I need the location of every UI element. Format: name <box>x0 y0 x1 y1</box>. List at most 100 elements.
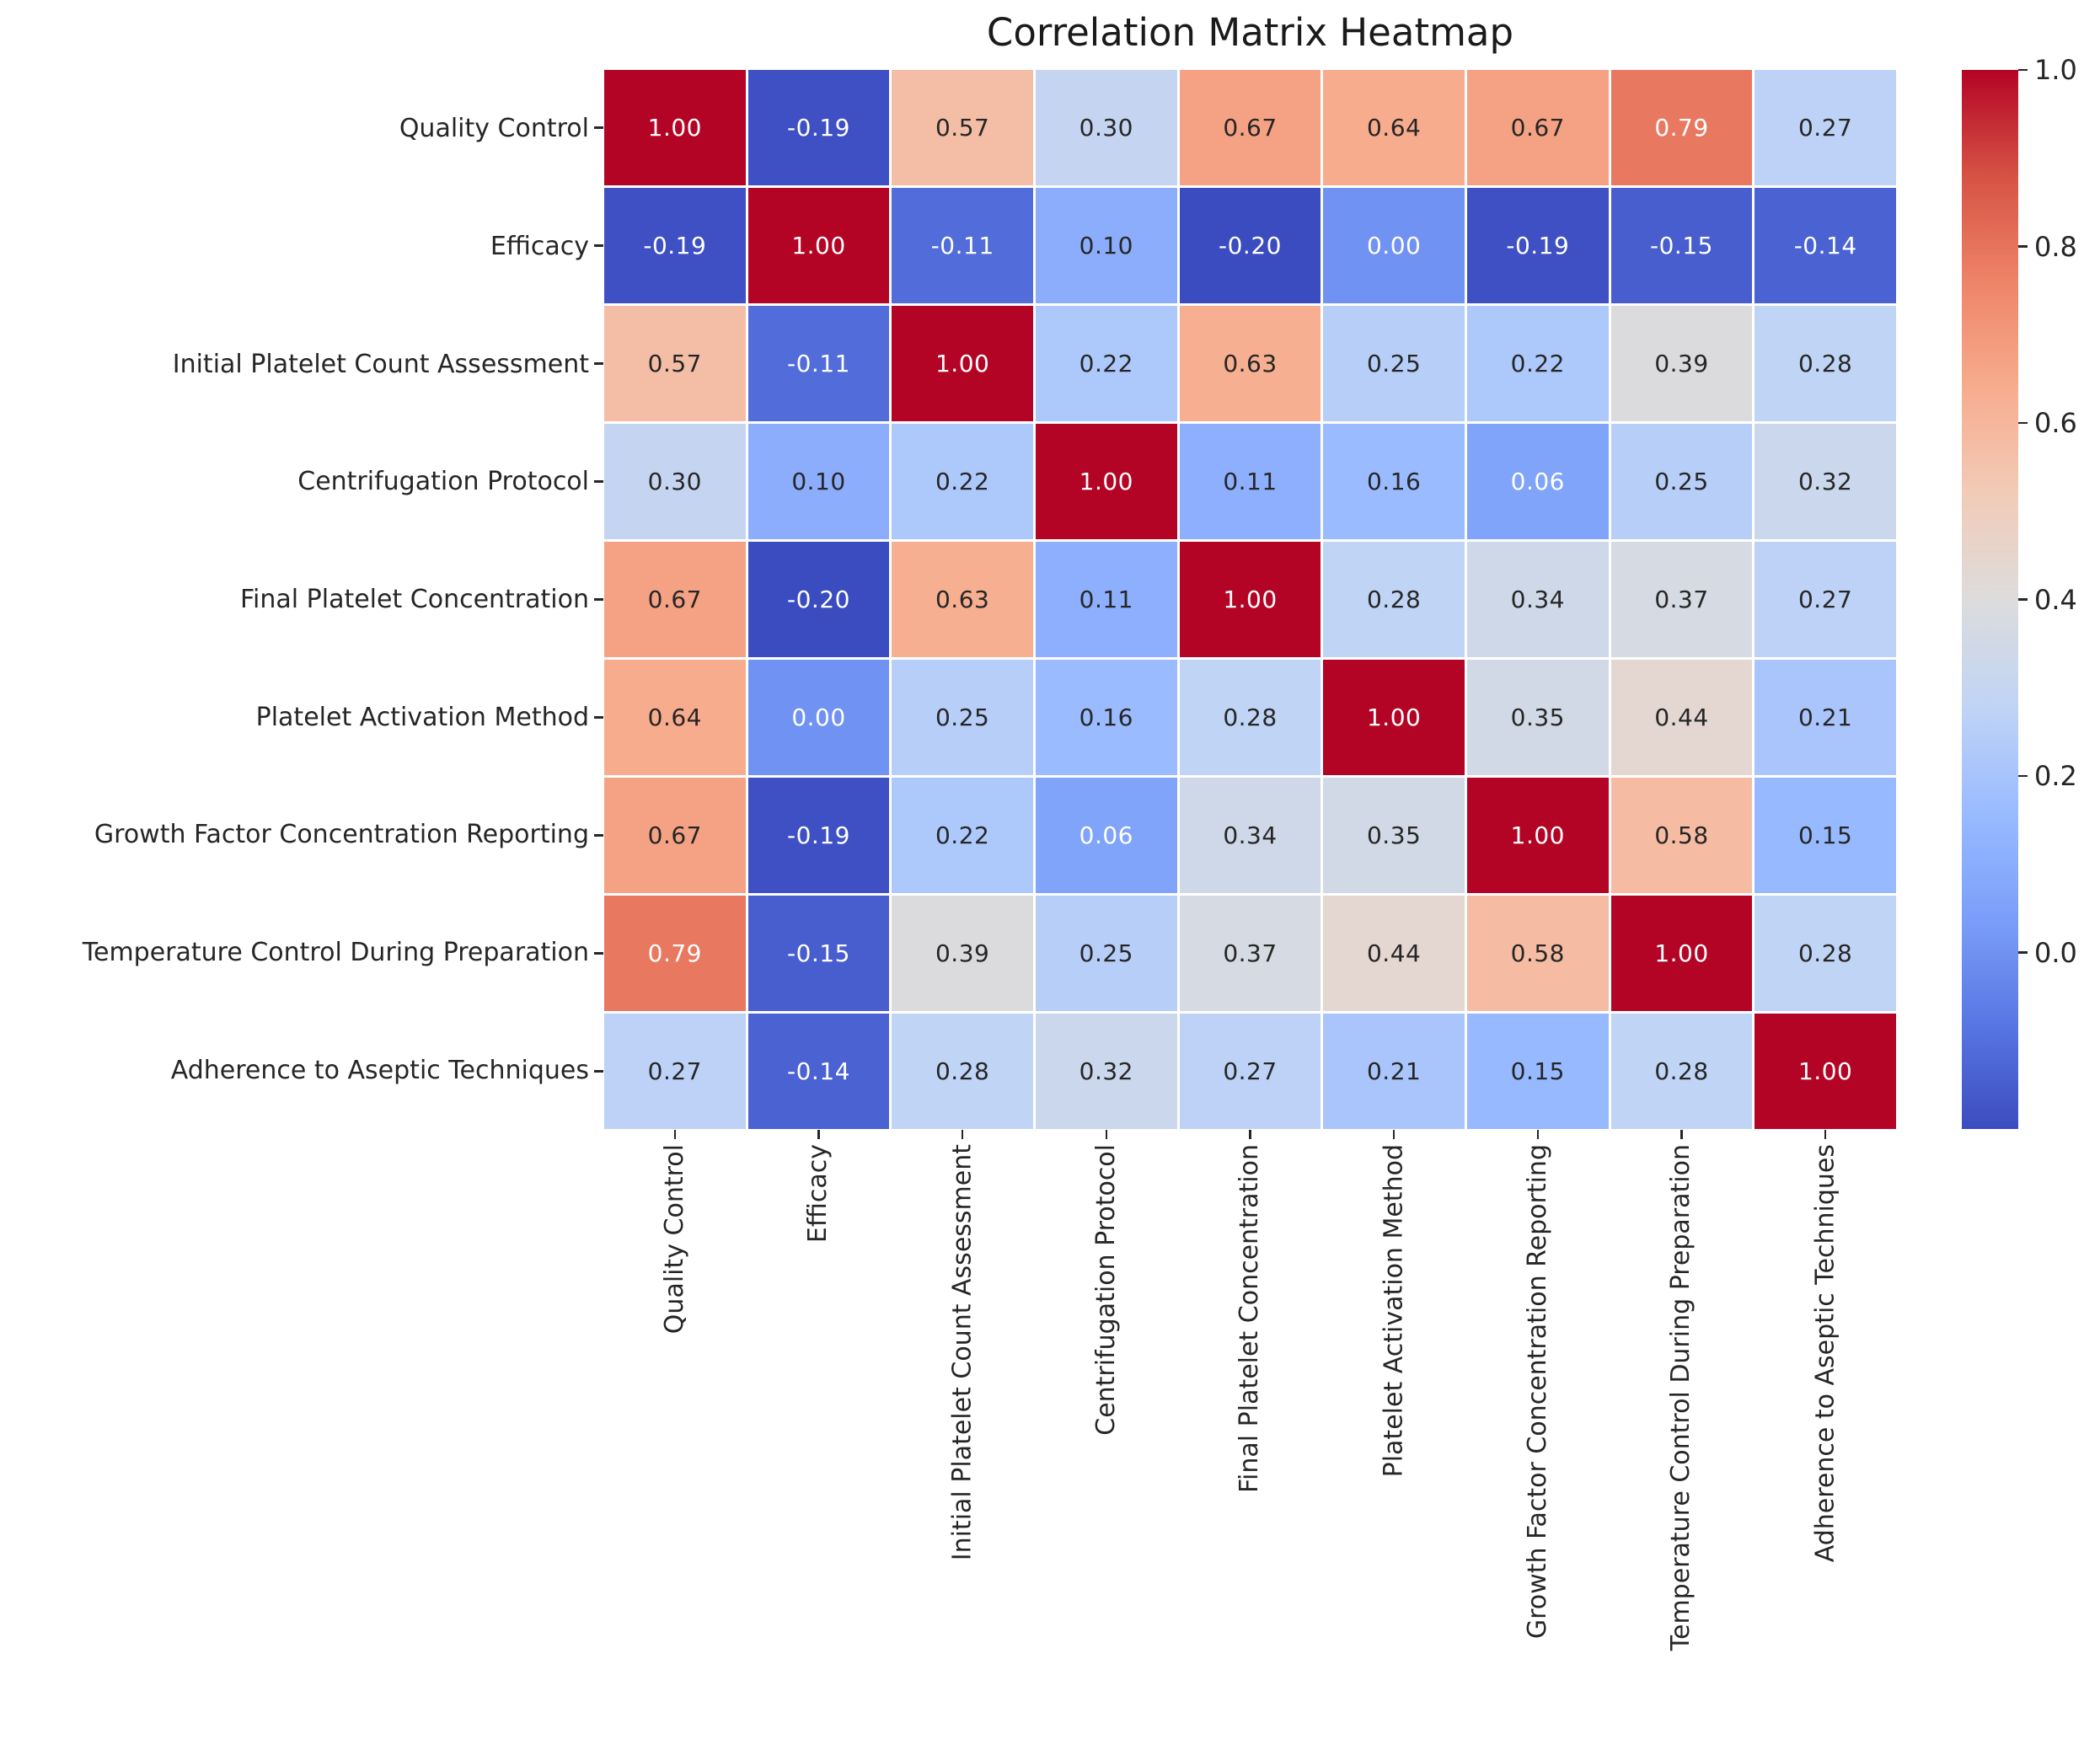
heatmap-cell-r4c5: 0.28 <box>1323 542 1465 657</box>
colorbar-tick <box>2018 245 2028 248</box>
heatmap-cell-r3c4: 0.11 <box>1179 424 1321 539</box>
heatmap-cell-r8c0: 0.27 <box>604 1014 746 1129</box>
y-tick <box>594 362 603 365</box>
y-tick <box>594 598 603 601</box>
colorbar-tick-label: 0.6 <box>2034 407 2077 439</box>
x-tick <box>1392 1130 1396 1139</box>
heatmap-cell-r3c0: 0.30 <box>604 424 746 539</box>
heatmap-cell-r0c3: 0.30 <box>1036 70 1177 185</box>
heatmap-cell-r1c1: 1.00 <box>747 188 890 303</box>
heatmap-cell-r7c1: -0.15 <box>747 896 890 1011</box>
x-tick-label: Quality Control <box>659 1144 689 1335</box>
heatmap-cell-r0c1: -0.19 <box>747 70 890 185</box>
y-axis-labels: Quality Control Efficacy Initial Platelet … <box>0 70 589 1129</box>
heatmap-cell-r2c7: 0.39 <box>1610 306 1753 421</box>
heatmap-cell-r0c8: 0.27 <box>1754 70 1896 185</box>
y-tick-label: Quality Control <box>399 114 589 144</box>
y-tick <box>594 480 603 483</box>
chart-title: Correlation Matrix Heatmap <box>986 10 1514 55</box>
colorbar-gradient <box>1962 70 2018 1129</box>
heatmap-cell-r2c1: -0.11 <box>747 306 890 421</box>
heatmap-cell-r4c0: 0.67 <box>604 542 746 657</box>
heatmap-cell-r4c3: 0.11 <box>1036 542 1177 657</box>
heatmap-cell-r5c2: 0.25 <box>892 660 1033 775</box>
x-tick-label: Final Platelet Concentration <box>1235 1144 1265 1494</box>
heatmap-cell-r6c3: 0.06 <box>1036 778 1177 893</box>
heatmap-cell-r1c0: -0.19 <box>604 188 746 303</box>
heatmap-cell-r6c5: 0.35 <box>1323 778 1465 893</box>
colorbar-tick-label: 0.0 <box>2034 936 2077 969</box>
heatmap-cell-r1c4: -0.20 <box>1179 188 1321 303</box>
colorbar-tick-label: 0.4 <box>2034 583 2077 616</box>
heatmap-cell-r0c5: 0.64 <box>1323 70 1465 185</box>
heatmap-grid: 1.00 -0.19 0.57 0.30 0.67 0.64 0.67 0.79 0.27 -0.… <box>604 70 1896 1129</box>
heatmap-cell-r0c4: 0.67 <box>1179 70 1321 185</box>
heatmap-cell-r7c2: 0.39 <box>892 896 1033 1011</box>
y-tick <box>594 244 603 247</box>
heatmap-cell-r5c3: 0.16 <box>1036 660 1177 775</box>
heatmap-cell-r7c6: 0.58 <box>1467 896 1609 1011</box>
heatmap-cell-r8c8: 1.00 <box>1754 1014 1896 1129</box>
y-tick <box>594 1070 603 1073</box>
heatmap-cell-r6c7: 0.58 <box>1610 778 1753 893</box>
heatmap-cell-r2c8: 0.28 <box>1754 306 1896 421</box>
y-tick <box>594 834 603 837</box>
heatmap-cell-r1c6: -0.19 <box>1467 188 1609 303</box>
heatmap-cell-r7c3: 0.25 <box>1036 896 1177 1011</box>
heatmap-cell-r6c0: 0.67 <box>604 778 746 893</box>
y-tick-label: Centrifugation Protocol <box>297 467 589 497</box>
x-tick <box>1536 1130 1540 1139</box>
x-tick <box>817 1130 820 1139</box>
heatmap-cell-r6c2: 0.22 <box>892 778 1033 893</box>
heatmap-cell-r2c3: 0.22 <box>1036 306 1177 421</box>
heatmap-cell-r3c5: 0.16 <box>1323 424 1465 539</box>
heatmap-cell-r2c4: 0.63 <box>1179 306 1321 421</box>
x-tick-label: Adherence to Aseptic Techniques <box>1810 1144 1840 1563</box>
y-tick <box>594 126 603 129</box>
heatmap-cell-r8c5: 0.21 <box>1323 1014 1465 1129</box>
heatmap-cell-r8c1: -0.14 <box>747 1014 890 1129</box>
heatmap-cell-r6c8: 0.15 <box>1754 778 1896 893</box>
y-tick-label: Efficacy <box>490 232 589 261</box>
heatmap-cell-r3c6: 0.06 <box>1467 424 1609 539</box>
heatmap-cell-r5c1: 0.00 <box>747 660 890 775</box>
colorbar-tick <box>2018 598 2028 601</box>
x-tick <box>1680 1130 1683 1139</box>
y-tick <box>594 716 603 719</box>
heatmap-cell-r1c3: 0.10 <box>1036 188 1177 303</box>
x-tick <box>961 1130 964 1139</box>
heatmap-cell-r1c2: -0.11 <box>892 188 1033 303</box>
x-tick <box>1249 1130 1251 1139</box>
colorbar-tick <box>2018 68 2028 72</box>
heatmap-cell-r8c6: 0.15 <box>1467 1014 1609 1129</box>
heatmap-cell-r7c8: 0.28 <box>1754 896 1896 1011</box>
heatmap-cell-r3c7: 0.25 <box>1610 424 1753 539</box>
heatmap-cell-r0c7: 0.79 <box>1610 70 1753 185</box>
y-tick-label: Growth Factor Concentration Reporting <box>94 820 589 850</box>
heatmap-cell-r0c2: 0.57 <box>892 70 1033 185</box>
heatmap-cell-r4c6: 0.34 <box>1467 542 1609 657</box>
heatmap-cell-r7c7: 1.00 <box>1610 896 1753 1011</box>
heatmap-cell-r8c2: 0.28 <box>892 1014 1033 1129</box>
heatmap-cell-r1c5: 0.00 <box>1323 188 1465 303</box>
heatmap-cell-r3c1: 0.10 <box>747 424 890 539</box>
heatmap-cell-r5c6: 0.35 <box>1467 660 1609 775</box>
heatmap-cell-r2c0: 0.57 <box>604 306 746 421</box>
x-tick <box>673 1130 677 1139</box>
y-tick-label: Temperature Control During Preparation <box>82 938 589 968</box>
heatmap-cell-r0c6: 0.67 <box>1467 70 1609 185</box>
heatmap-cell-r1c8: -0.14 <box>1754 188 1896 303</box>
x-tick <box>1824 1130 1827 1139</box>
x-tick-label: Growth Factor Concentration Reporting <box>1522 1144 1552 1640</box>
x-tick-label: Temperature Control During Preparation <box>1666 1144 1696 1651</box>
heatmap-cell-r6c4: 0.34 <box>1179 778 1321 893</box>
heatmap-cell-r8c3: 0.32 <box>1036 1014 1177 1129</box>
heatmap-cell-r5c5: 1.00 <box>1323 660 1465 775</box>
heatmap-cell-r4c1: -0.20 <box>747 542 890 657</box>
y-tick-label: Final Platelet Concentration <box>239 585 589 615</box>
colorbar-tick-label: 0.2 <box>2034 760 2077 792</box>
heatmap-cell-r6c6: 1.00 <box>1467 778 1609 893</box>
heatmap-cell-r5c8: 0.21 <box>1754 660 1896 775</box>
heatmap-cell-r4c2: 0.63 <box>892 542 1033 657</box>
